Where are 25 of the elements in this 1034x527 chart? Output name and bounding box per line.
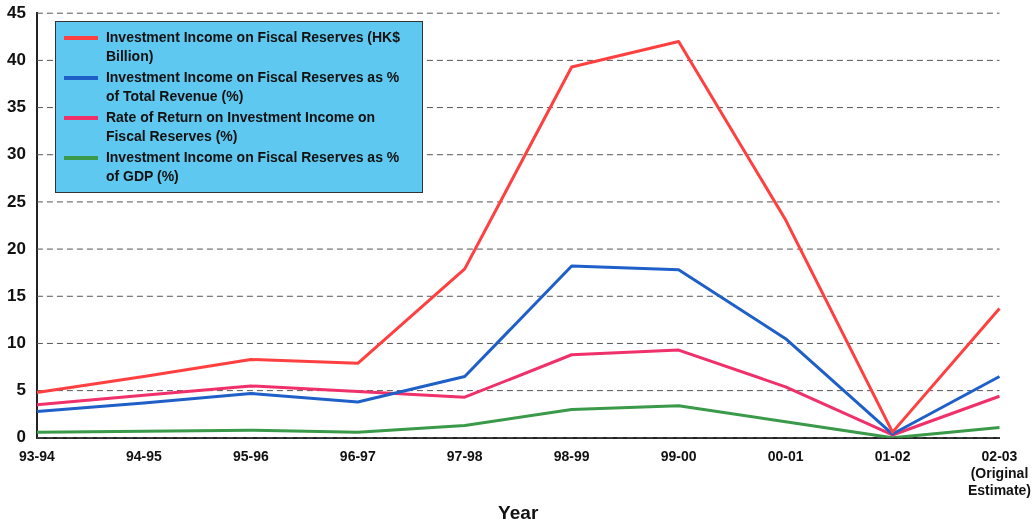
y-tick-label: 45	[6, 2, 26, 22]
x-tick-label: 97-98	[446, 448, 483, 465]
x-tick-label: 99-00	[660, 448, 697, 465]
x-tick-label: 00-01	[767, 448, 804, 465]
y-tick-label: 25	[6, 191, 26, 211]
y-tick-label: 40	[6, 50, 26, 70]
legend-label: Rate of Return on Investment Income on Fiscal Reserves (%)	[105, 108, 377, 147]
y-tick-label: 35	[6, 97, 26, 117]
x-tick-label: 93-94	[19, 448, 56, 465]
x-tick-label: 02-03 (Original Estimate)	[967, 448, 1032, 498]
x-tick-label: 98-99	[553, 448, 590, 465]
x-tick-label: 95-96	[232, 448, 269, 465]
x-tick-label: 94-95	[125, 448, 162, 465]
x-tick-label: 96-97	[339, 448, 376, 465]
x-axis-title: Year	[498, 501, 539, 523]
y-tick-label: 30	[6, 144, 26, 164]
y-tick-label: 20	[6, 238, 26, 258]
y-tick-label: 0	[16, 427, 26, 447]
legend-label: Investment Income on Fiscal Reserves as % of GDP (%)	[105, 148, 401, 187]
legend-label: Investment Income on Fiscal Reserves as % of Total Revenue (%)	[105, 68, 401, 107]
y-tick-label: 5	[16, 380, 26, 400]
y-tick-label: 15	[6, 285, 26, 305]
legend-label: Investment Income on Fiscal Reserves (HK$ Billion)	[105, 28, 401, 67]
x-tick-label: 01-02	[874, 448, 911, 465]
y-tick-label: 10	[6, 333, 26, 353]
